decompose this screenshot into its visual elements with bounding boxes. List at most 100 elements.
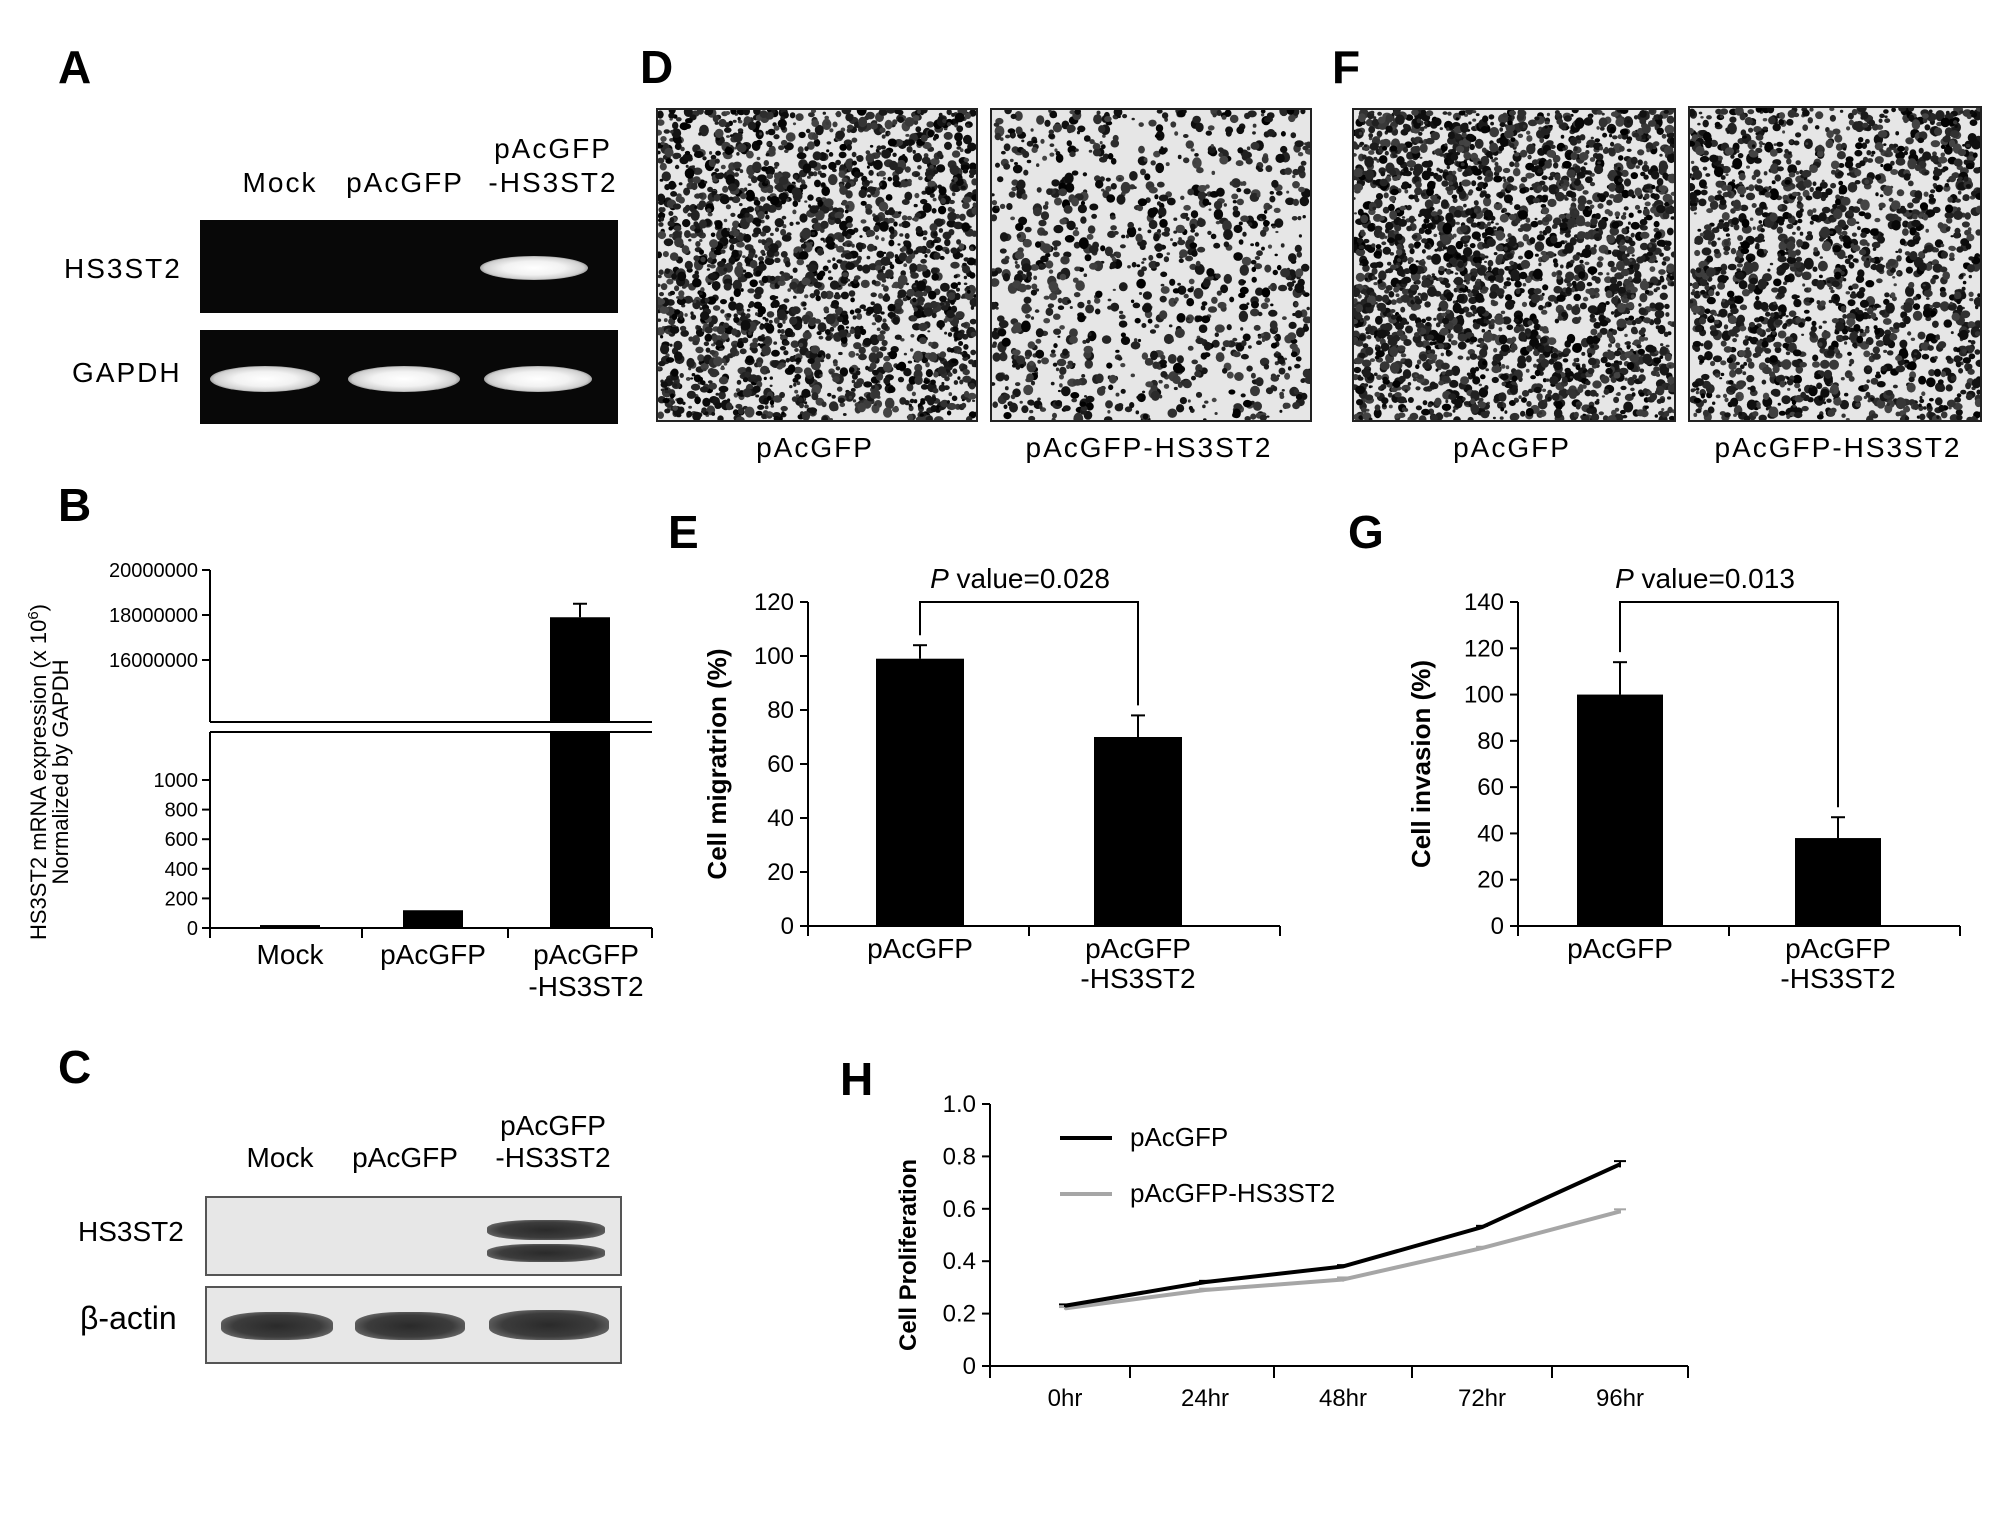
cell <box>1016 179 1026 190</box>
cell <box>1607 260 1615 268</box>
cell <box>742 122 747 127</box>
cell <box>885 194 893 201</box>
cell <box>1475 318 1484 325</box>
cell <box>762 225 771 234</box>
cell <box>1277 358 1286 365</box>
cell <box>744 212 750 218</box>
cell <box>897 361 907 371</box>
cell <box>972 399 976 402</box>
cell <box>690 311 694 316</box>
cell <box>1392 154 1398 158</box>
cell <box>1174 131 1179 136</box>
cell <box>1263 219 1270 227</box>
cell <box>1137 227 1142 232</box>
cell <box>960 322 968 328</box>
cell <box>1027 276 1032 281</box>
cell <box>1390 299 1397 305</box>
cell <box>1047 303 1055 308</box>
cell <box>1170 121 1177 128</box>
wb-image-beta-actin <box>205 1286 622 1364</box>
cell <box>1489 127 1500 138</box>
cell <box>1057 297 1063 304</box>
cell <box>828 174 838 186</box>
cell <box>1042 155 1048 161</box>
cell <box>1137 198 1148 207</box>
cell <box>881 149 892 159</box>
cell <box>749 259 758 269</box>
cell <box>705 110 714 116</box>
cell <box>1203 418 1207 420</box>
cell <box>886 110 895 114</box>
cell <box>1121 234 1126 239</box>
cell <box>749 279 758 288</box>
cell <box>1120 181 1131 194</box>
cell <box>778 304 784 310</box>
cell <box>1077 313 1086 323</box>
cell <box>883 407 893 418</box>
cell <box>729 245 735 251</box>
cell <box>919 413 924 417</box>
cell <box>785 132 796 142</box>
cell <box>1268 285 1273 290</box>
cell <box>1052 240 1062 247</box>
cell <box>804 404 809 409</box>
cell <box>820 290 828 299</box>
cell <box>708 159 717 167</box>
cell <box>842 413 847 416</box>
cell <box>881 134 886 139</box>
cell <box>944 331 948 335</box>
cell <box>732 344 737 350</box>
cell <box>897 289 907 298</box>
cell <box>1032 140 1038 144</box>
cell <box>1141 352 1149 360</box>
cell <box>1493 202 1503 211</box>
cell <box>995 162 1000 168</box>
cell <box>1359 141 1365 146</box>
cell <box>1036 187 1042 193</box>
cell <box>755 410 763 416</box>
cell <box>1631 392 1636 397</box>
cell <box>1114 403 1124 412</box>
cell <box>1248 345 1252 349</box>
cell <box>950 261 960 269</box>
cell <box>1472 118 1477 122</box>
cell <box>825 121 829 125</box>
cell <box>1623 278 1630 286</box>
axis-break <box>206 722 656 732</box>
cell <box>690 314 697 320</box>
cell <box>917 416 928 420</box>
cell <box>1661 133 1667 139</box>
cell <box>731 196 741 204</box>
cell <box>925 186 933 196</box>
cell <box>803 367 812 376</box>
cell <box>1472 376 1481 385</box>
cell <box>1495 222 1499 226</box>
cell <box>882 177 886 180</box>
cell <box>1046 188 1053 195</box>
cell <box>963 275 968 280</box>
cell <box>670 368 679 377</box>
cell <box>1421 170 1431 181</box>
cell <box>845 182 851 189</box>
cell <box>1506 324 1514 331</box>
cell <box>1248 222 1253 227</box>
cell <box>1534 241 1545 252</box>
cell <box>714 402 721 410</box>
cell <box>1186 314 1194 323</box>
gel-band <box>348 366 460 392</box>
cell <box>1003 374 1010 382</box>
cell <box>670 130 674 134</box>
cell <box>804 200 808 203</box>
cell <box>960 164 970 171</box>
cell <box>1354 212 1357 215</box>
cell <box>1375 344 1379 348</box>
cell <box>1462 247 1473 257</box>
cell <box>839 402 846 408</box>
cell <box>1026 373 1034 383</box>
cell <box>1478 364 1484 369</box>
cell <box>1494 161 1499 167</box>
cell-dots <box>1354 110 1674 420</box>
cell <box>959 213 966 221</box>
cell <box>993 122 1000 127</box>
cell <box>723 278 733 286</box>
